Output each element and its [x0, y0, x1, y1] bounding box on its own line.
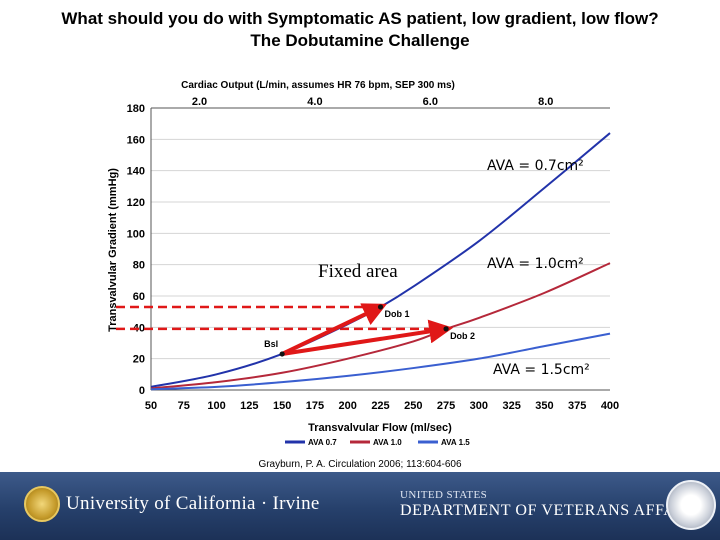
y-tick-120: 120 — [127, 197, 145, 209]
dashed-guides — [116, 305, 447, 331]
x-tick-75: 75 — [178, 400, 190, 412]
uci-seal-icon — [24, 486, 60, 522]
x-tick-175: 175 — [306, 400, 324, 412]
va-line2: DEPARTMENT OF VETERANS AFFAIRS — [400, 502, 703, 519]
x-tick-100: 100 — [207, 400, 225, 412]
y-tick-60: 60 — [133, 291, 145, 303]
footer-bar — [0, 472, 720, 540]
top-tick-labels: 2.0 4.0 6.0 8.0 — [192, 96, 554, 108]
top-tick-6.0: 6.0 — [423, 96, 438, 108]
ava-07-annotation: AVA = 0.7cm² — [487, 158, 584, 174]
va-line1: UNITED STATES — [400, 489, 488, 501]
slide-title: What should you do with Symptomatic AS p… — [0, 8, 720, 52]
y-tick-180: 180 — [127, 103, 145, 115]
citation: Grayburn, P. A. Circulation 2006; 113:60… — [258, 459, 462, 470]
ava-15-annotation: AVA = 1.5cm² — [493, 362, 590, 378]
x-tick-50: 50 — [145, 400, 157, 412]
flow-arrows — [281, 303, 454, 356]
slide-title-line1: What should you do with Symptomatic AS p… — [61, 9, 659, 28]
y-tick-labels: 020406080100120140160180 — [127, 103, 145, 397]
point-dob-1 — [377, 304, 384, 310]
x-tick-375: 375 — [568, 400, 586, 412]
top-tick-2.0: 2.0 — [192, 96, 207, 108]
point-label-dob-2: Dob 2 — [450, 331, 475, 341]
series-ava-1-0 — [150, 262, 611, 390]
gradient-flow-chart: 50 75 100 125 150 175 200 225 250 275 300 325 350 375… — [107, 80, 619, 470]
top-tick-4.0: 4.0 — [307, 96, 322, 108]
va-seal-icon — [666, 480, 716, 530]
uci-name: University of California · Irvine — [66, 493, 320, 514]
arrow-1 — [281, 303, 387, 356]
legend-label-ava-1-0: AVA 1.0 — [373, 438, 402, 447]
point-bsl — [279, 351, 285, 357]
y-tick-140: 140 — [127, 166, 145, 178]
fixed-area-annotation: Fixed area — [318, 261, 398, 282]
ava-10-annotation: AVA = 1.0cm² — [487, 256, 584, 272]
top-tick-8.0: 8.0 — [538, 96, 553, 108]
legend-label-ava-0-7: AVA 0.7 — [308, 438, 337, 447]
x-tick-225: 225 — [371, 400, 389, 412]
data-points: Bsl Dob 1 Dob 2 — [264, 304, 475, 357]
arrow-2 — [281, 319, 454, 356]
x-tick-250: 250 — [404, 400, 422, 412]
x-tick-400: 400 — [601, 400, 619, 412]
y-axis-label: Transvalvular Gradient (mmHg) — [107, 168, 119, 332]
y-tick-80: 80 — [133, 260, 145, 272]
legend: AVA 0.7 AVA 1.0 AVA 1.5 — [285, 438, 470, 447]
point-dob-2 — [443, 326, 449, 332]
y-tick-0: 0 — [139, 385, 145, 397]
grid-lines — [151, 107, 610, 360]
plot-background — [151, 108, 610, 390]
x-tick-200: 200 — [339, 400, 357, 412]
slide-title-line2: The Dobutamine Challenge — [250, 31, 470, 50]
y-tick-160: 160 — [127, 134, 145, 146]
x-tick-300: 300 — [470, 400, 488, 412]
x-tick-labels: 50 75 100 125 150 175 200 225 250 275 300 325 350 375… — [145, 400, 619, 412]
x-tick-325: 325 — [502, 400, 520, 412]
series-ava-1-5 — [150, 332, 611, 391]
point-label-bsl: Bsl — [264, 339, 278, 349]
y-tick-20: 20 — [133, 354, 145, 366]
legend-label-ava-1-5: AVA 1.5 — [441, 438, 470, 447]
x-tick-350: 350 — [535, 400, 553, 412]
x-tick-275: 275 — [437, 400, 455, 412]
x-tick-150: 150 — [273, 400, 291, 412]
x-tick-125: 125 — [240, 400, 258, 412]
plot-area — [151, 108, 610, 390]
axes — [150, 107, 610, 391]
y-tick-100: 100 — [127, 228, 145, 240]
x-axis-label: Transvalvular Flow (ml/sec) — [308, 422, 452, 434]
top-axis-label: Cardiac Output (L/min, assumes HR 76 bpm… — [181, 80, 455, 91]
point-label-dob-1: Dob 1 — [385, 309, 410, 319]
